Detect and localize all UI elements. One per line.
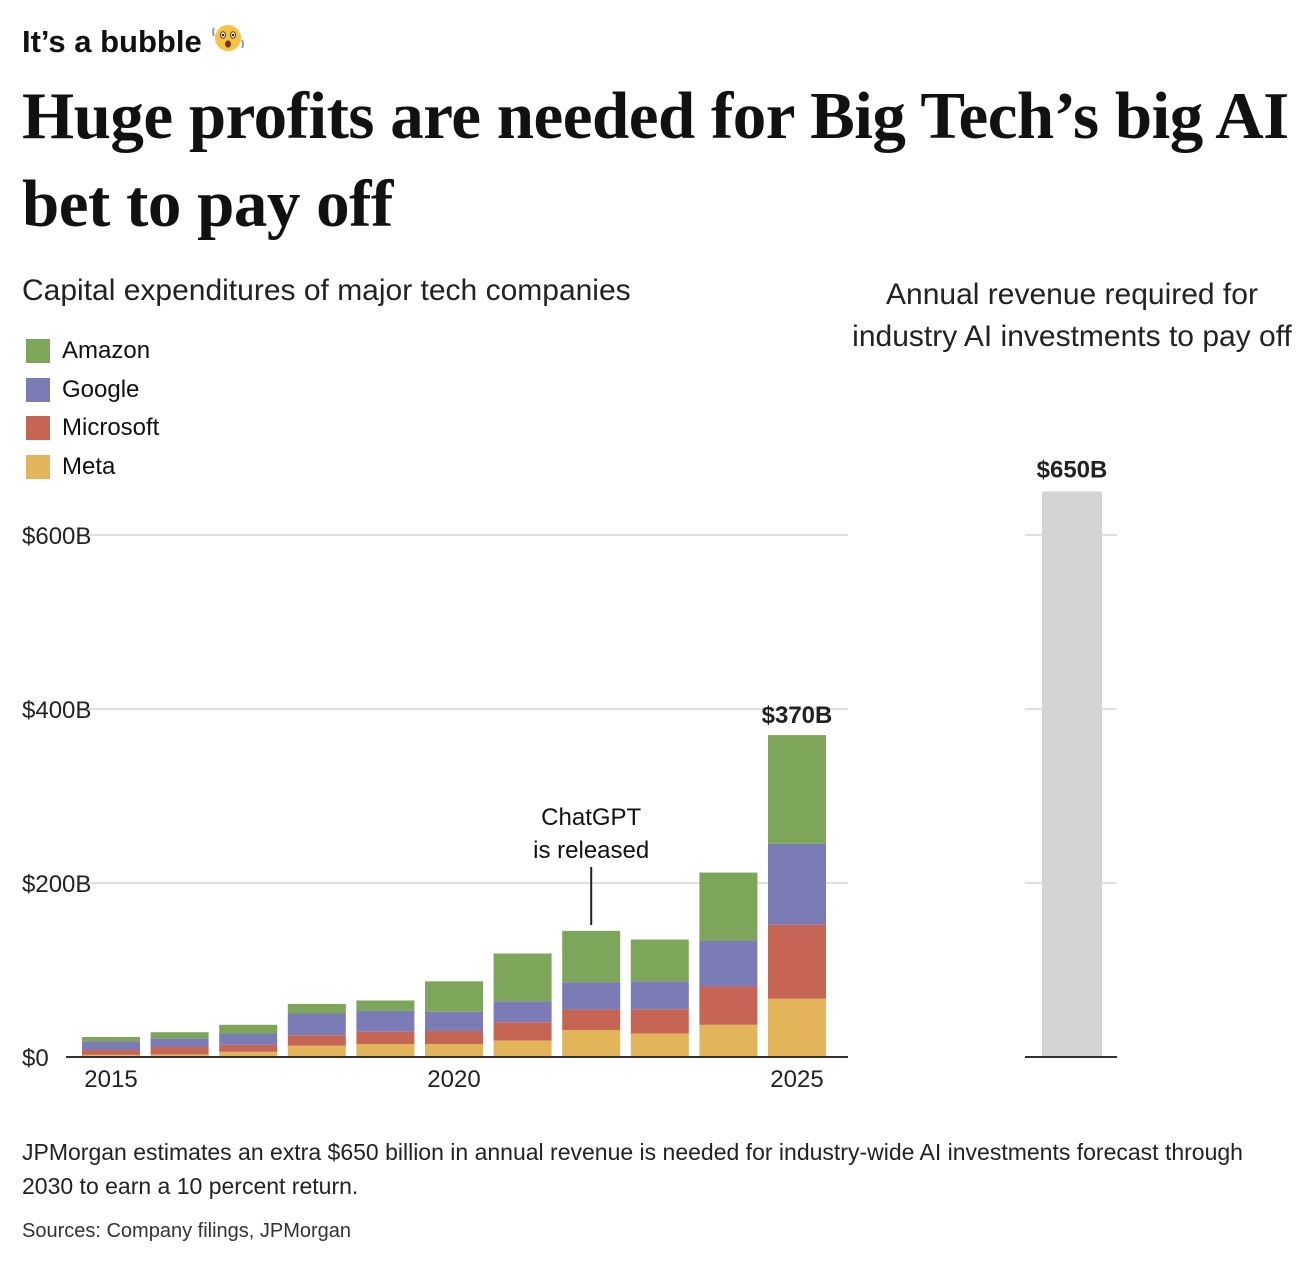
left-chart-subtitle: Capital expenditures of major tech compa… — [22, 274, 631, 307]
x-tick-label: 2015 — [84, 1066, 137, 1093]
bar-meta-2016 — [150, 1054, 209, 1057]
bar-meta-2022 — [562, 1030, 621, 1057]
bar-amazon-2023 — [630, 939, 689, 982]
legend-swatch — [26, 416, 50, 441]
legend-item-google: Google — [26, 371, 159, 410]
kicker-text: It’s a bubble — [22, 24, 202, 59]
bar-amazon-2025 — [768, 735, 826, 844]
bar-google-2025 — [768, 843, 826, 925]
bar-meta-2021 — [493, 1040, 552, 1057]
legend-label: Google — [62, 375, 140, 403]
bar-google-2016 — [150, 1038, 209, 1047]
shaking-face-icon — [210, 20, 246, 64]
legend-label: Amazon — [62, 337, 151, 365]
chart-title: Huge profits are needed for Big Tech’s b… — [22, 79, 1289, 241]
legend-swatch — [26, 454, 50, 479]
bar-amazon-2020 — [425, 981, 483, 1012]
legend-swatch — [26, 339, 50, 364]
bar-microsoft-2016 — [150, 1046, 209, 1055]
y-tick-label: $0 — [22, 1045, 49, 1072]
legend-label: Meta — [62, 452, 116, 480]
bar-microsoft-2024 — [699, 986, 758, 1025]
bar-meta-2018 — [287, 1045, 346, 1057]
bar-amazon-2022 — [562, 930, 621, 983]
bar-amazon-2021 — [493, 953, 552, 1002]
bar-google-2019 — [356, 1010, 415, 1032]
required-revenue-label: $650B — [1037, 457, 1108, 484]
bar-meta-2019 — [356, 1043, 415, 1057]
bar-google-2023 — [630, 981, 689, 1010]
bar-microsoft-2021 — [493, 1022, 552, 1041]
bar-google-2021 — [493, 1001, 552, 1023]
bar-google-2015 — [82, 1041, 140, 1051]
bar-microsoft-2015 — [82, 1050, 140, 1055]
bar-meta-2025 — [768, 998, 826, 1057]
legend-item-amazon: Amazon — [26, 332, 159, 371]
bar-amazon-2019 — [356, 1000, 415, 1011]
legend-swatch — [26, 377, 50, 402]
kicker: It’s a bubble — [22, 20, 246, 64]
y-tick-label: $400B — [22, 697, 91, 724]
chatgpt-annotation: is released — [533, 837, 649, 864]
y-tick-label: $200B — [22, 871, 91, 898]
bar-microsoft-2022 — [562, 1009, 621, 1031]
bar-microsoft-2018 — [287, 1035, 346, 1046]
bar-microsoft-2020 — [425, 1030, 483, 1044]
x-tick-label: 2025 — [770, 1066, 823, 1093]
source-line: Sources: Company filings, JPMorgan — [22, 1220, 352, 1242]
legend: Amazon Google Microsoft Meta — [26, 332, 159, 486]
right-chart-subtitle: Annual revenue required for industry AI … — [852, 278, 1292, 353]
bar-microsoft-2017 — [219, 1044, 278, 1052]
y-tick-label: $600B — [22, 523, 91, 550]
bar-google-2020 — [425, 1011, 483, 1031]
legend-label: Microsoft — [62, 414, 160, 442]
bar-amazon-2017 — [219, 1024, 278, 1034]
bar-meta-2020 — [425, 1043, 483, 1057]
x-tick-label: 2020 — [427, 1066, 480, 1093]
bar-microsoft-2025 — [768, 924, 826, 999]
chatgpt-annotation: ChatGPT — [541, 804, 641, 831]
bar-amazon-2015 — [82, 1036, 140, 1042]
legend-item-microsoft: Microsoft — [26, 409, 159, 448]
total-data-label: $370B — [762, 702, 833, 729]
bar-google-2024 — [699, 940, 758, 987]
legend-item-meta: Meta — [26, 448, 159, 487]
bar-meta-2024 — [699, 1024, 758, 1057]
bar-google-2022 — [562, 982, 621, 1010]
bar-amazon-2016 — [150, 1032, 209, 1039]
bar-amazon-2018 — [287, 1003, 346, 1014]
bar-microsoft-2023 — [630, 1009, 689, 1034]
bar-meta-2017 — [219, 1051, 278, 1057]
bar-google-2018 — [287, 1013, 346, 1036]
bar-google-2017 — [219, 1033, 278, 1045]
footnote: JPMorgan estimates an extra $650 billion… — [22, 1139, 1243, 1199]
bar-amazon-2024 — [699, 872, 758, 941]
bar-meta-2023 — [630, 1033, 689, 1057]
bar-microsoft-2019 — [356, 1031, 415, 1044]
required-revenue-bar — [1042, 491, 1102, 1057]
bar-meta-2015 — [82, 1054, 140, 1057]
